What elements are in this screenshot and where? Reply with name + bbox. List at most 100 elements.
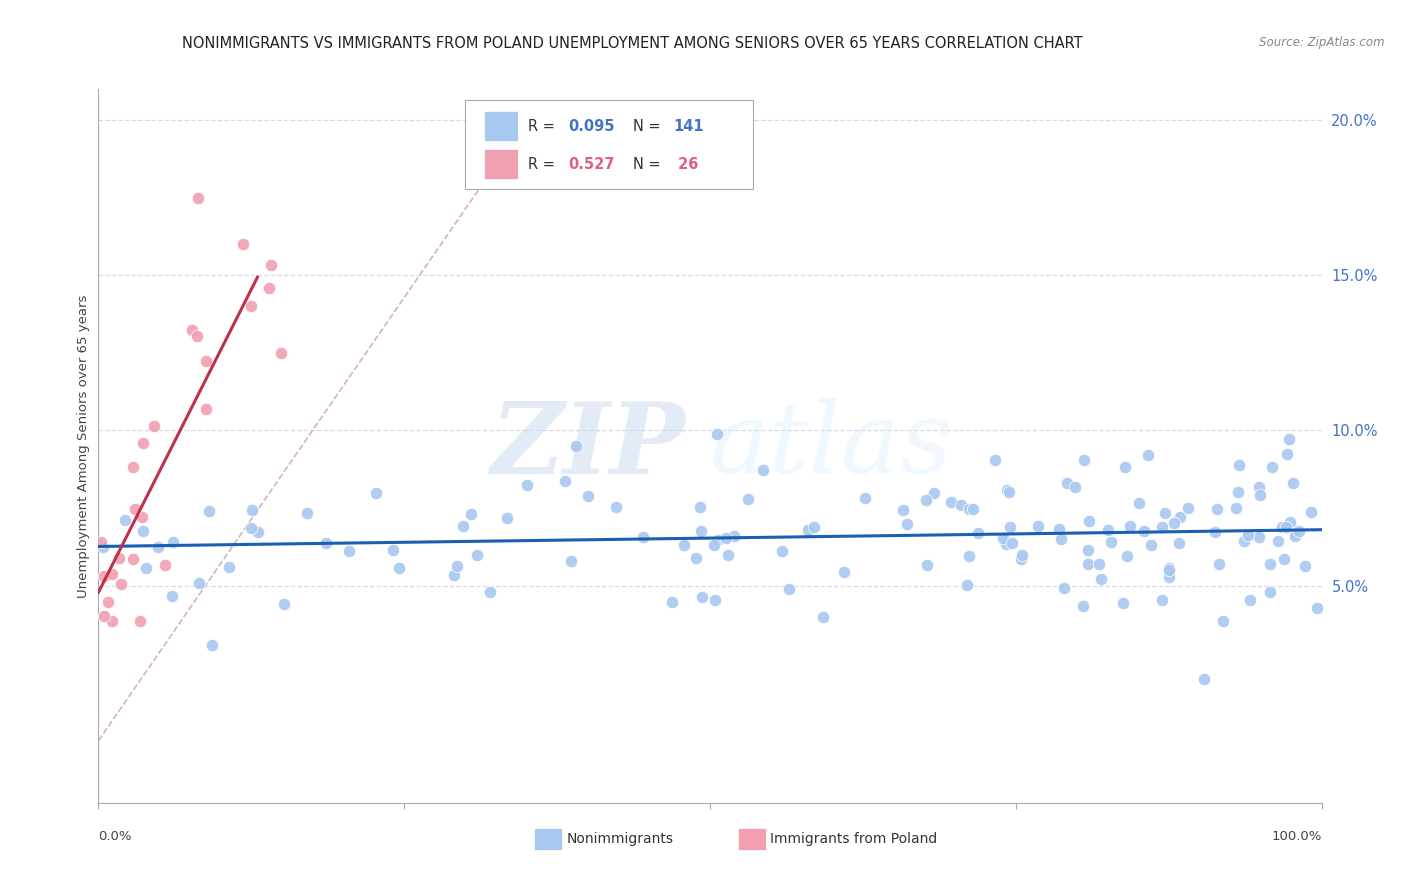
Point — [770, 544, 793, 558]
Point — [853, 491, 876, 506]
Point — [950, 498, 973, 512]
Point — [110, 577, 132, 591]
Text: NONIMMIGRANTS VS IMMIGRANTS FROM POLAND UNEMPLOYMENT AMONG SENIORS OVER 65 YEARS: NONIMMIGRANTS VS IMMIGRANTS FROM POLAND … — [183, 36, 1083, 51]
Point — [778, 582, 800, 597]
Point — [1163, 516, 1185, 530]
Point — [1277, 447, 1299, 461]
Point — [685, 550, 707, 565]
Point — [93, 609, 115, 624]
Point — [240, 521, 263, 535]
Point — [1049, 532, 1071, 546]
Point — [1227, 458, 1250, 472]
Point — [1073, 453, 1095, 467]
Point — [108, 551, 131, 566]
Point — [132, 435, 155, 450]
Point — [1249, 531, 1271, 545]
Point — [1047, 523, 1070, 537]
Point — [1010, 551, 1032, 566]
Point — [443, 567, 465, 582]
Point — [382, 543, 405, 558]
Point — [915, 558, 938, 573]
Point — [388, 561, 411, 575]
Point — [703, 538, 725, 552]
Point — [1294, 558, 1316, 573]
Point — [893, 503, 915, 517]
Point — [1288, 524, 1310, 539]
Point — [1237, 528, 1260, 542]
Point — [560, 553, 582, 567]
Point — [1118, 519, 1140, 533]
Point — [516, 477, 538, 491]
Point — [1226, 484, 1249, 499]
Point — [717, 548, 740, 562]
Point — [1053, 582, 1076, 596]
Point — [803, 520, 825, 534]
Point — [257, 281, 280, 295]
Point — [1064, 480, 1087, 494]
Point — [1261, 459, 1284, 474]
Point — [1278, 432, 1301, 446]
Point — [1071, 599, 1094, 614]
Point — [1279, 515, 1302, 529]
Point — [631, 530, 654, 544]
Text: R =: R = — [527, 119, 560, 134]
Point — [218, 559, 240, 574]
Point — [1152, 592, 1174, 607]
Point — [446, 558, 468, 573]
Point — [465, 548, 488, 562]
Point — [478, 585, 501, 599]
Point — [1001, 536, 1024, 550]
Point — [1157, 564, 1180, 578]
Point — [707, 533, 730, 548]
Point — [93, 568, 115, 582]
Point — [1159, 560, 1181, 574]
Point — [194, 402, 217, 417]
Point — [1077, 558, 1099, 572]
Point — [1271, 520, 1294, 534]
Point — [832, 566, 855, 580]
FancyBboxPatch shape — [465, 100, 752, 189]
Point — [998, 484, 1021, 499]
Point — [811, 609, 834, 624]
Point — [796, 523, 818, 537]
Point — [460, 507, 482, 521]
Point — [364, 485, 387, 500]
Point — [723, 529, 745, 543]
Point — [153, 558, 176, 572]
Point — [966, 526, 988, 541]
Point — [1077, 543, 1099, 558]
Point — [201, 638, 224, 652]
Point — [1170, 509, 1192, 524]
Point — [1239, 592, 1261, 607]
Point — [186, 329, 208, 343]
Point — [995, 483, 1018, 497]
Point — [752, 463, 775, 477]
Point — [160, 590, 183, 604]
Text: Immigrants from Poland: Immigrants from Poland — [770, 832, 938, 847]
Text: 141: 141 — [673, 119, 704, 134]
Point — [101, 566, 124, 581]
Point — [1249, 488, 1271, 502]
Point — [96, 595, 118, 609]
FancyBboxPatch shape — [484, 112, 517, 142]
Point — [143, 419, 166, 434]
Y-axis label: Unemployment Among Seniors over 65 years: Unemployment Among Seniors over 65 years — [77, 294, 90, 598]
Text: N =: N = — [633, 157, 665, 171]
Point — [295, 506, 318, 520]
Point — [714, 531, 737, 545]
Point — [148, 540, 170, 554]
Point — [1177, 501, 1199, 516]
Point — [122, 552, 145, 566]
Point — [661, 595, 683, 609]
Point — [187, 576, 209, 591]
Text: 26: 26 — [673, 157, 699, 171]
Point — [690, 524, 713, 538]
Point — [260, 258, 283, 272]
Point — [1299, 505, 1322, 519]
Point — [135, 560, 157, 574]
Point — [957, 549, 980, 563]
Point — [91, 540, 114, 554]
Point — [962, 502, 984, 516]
Point — [162, 534, 184, 549]
Point — [239, 299, 262, 313]
